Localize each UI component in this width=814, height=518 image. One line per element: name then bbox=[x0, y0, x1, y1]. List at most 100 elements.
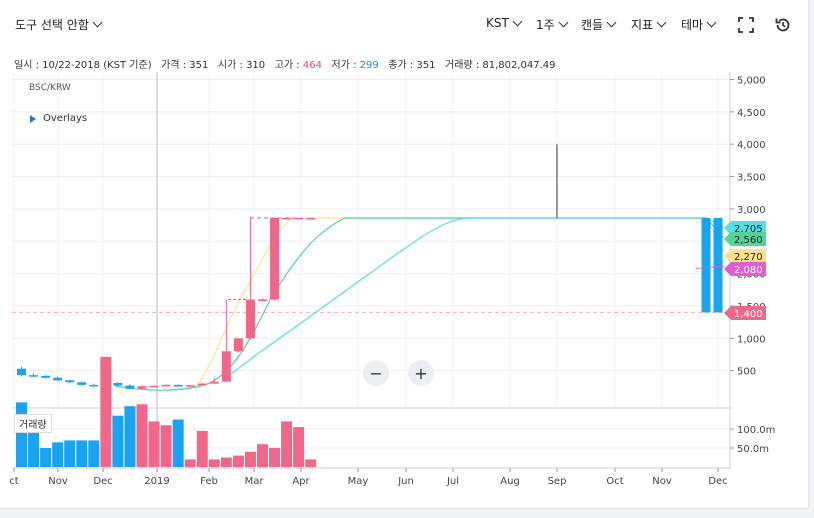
close-value: 351 bbox=[416, 60, 436, 71]
plus-icon: + bbox=[414, 363, 428, 383]
reset-history-icon[interactable] bbox=[774, 16, 792, 34]
chevron-down-icon bbox=[706, 17, 717, 28]
time-tick-label: ct bbox=[9, 476, 18, 487]
volume-bar bbox=[88, 440, 100, 467]
last-value-badge bbox=[724, 221, 766, 235]
price-label: 가격 : bbox=[161, 60, 190, 71]
last-value-badge bbox=[724, 249, 766, 263]
candle-body bbox=[282, 217, 292, 220]
volume-bar bbox=[293, 427, 305, 467]
time-tick-label: 2019 bbox=[144, 476, 169, 487]
volume-bar bbox=[160, 425, 172, 467]
candle-body bbox=[306, 217, 316, 220]
volume-bar bbox=[172, 419, 184, 467]
timezone-label: KST bbox=[486, 16, 509, 30]
toolbar: 도구 선택 안함 KST 1주 캔들 지표 테마 bbox=[0, 0, 808, 46]
time-tick-label: Jul bbox=[446, 476, 459, 487]
date-value: 10/22-2018 (KST 기준) bbox=[42, 60, 152, 71]
volume-bar bbox=[184, 459, 196, 467]
close-label: 종가 : bbox=[388, 60, 417, 71]
date-label: 일시 : bbox=[14, 60, 43, 71]
candle-body bbox=[17, 368, 26, 376]
volume-bar bbox=[305, 459, 317, 467]
price-tick-label: 3,000 bbox=[737, 205, 766, 216]
indicators-select[interactable]: 지표 bbox=[631, 16, 667, 33]
minus-icon: − bbox=[369, 363, 383, 383]
open-value: 310 bbox=[246, 60, 266, 71]
overlays-label: Overlays bbox=[43, 113, 88, 124]
candle-body bbox=[209, 381, 219, 384]
last-value-label: 2,705 bbox=[734, 224, 763, 235]
candle-body bbox=[270, 217, 280, 300]
volume-bar bbox=[52, 442, 64, 467]
candle-body bbox=[185, 385, 195, 387]
candle-body bbox=[29, 375, 39, 377]
theme-select[interactable]: 테마 bbox=[681, 16, 717, 33]
volume-bar bbox=[124, 406, 136, 467]
interval-label: 1주 bbox=[536, 18, 555, 32]
volume-bars bbox=[16, 356, 317, 467]
current-price-line bbox=[695, 265, 725, 269]
time-tick-label: May bbox=[348, 476, 369, 487]
time-tick-label: Nov bbox=[652, 476, 672, 487]
chevron-down-icon bbox=[558, 17, 569, 28]
drawing-tool-label: 도구 선택 안함 bbox=[15, 18, 89, 32]
price-tick-label: 4,000 bbox=[737, 140, 766, 151]
price-tick-label: 5,000 bbox=[737, 76, 766, 87]
volume-bar bbox=[64, 440, 76, 467]
candle-body bbox=[245, 299, 255, 339]
volume-bar bbox=[232, 455, 244, 467]
chart-style-select[interactable]: 캔들 bbox=[581, 16, 617, 33]
candle-body bbox=[197, 383, 207, 386]
candles bbox=[17, 144, 723, 390]
time-tick-label: Dec bbox=[708, 476, 727, 487]
candle-body bbox=[294, 217, 304, 220]
last-value-label: 2,080 bbox=[734, 265, 763, 276]
candle-body bbox=[125, 385, 135, 389]
candle-body bbox=[701, 217, 711, 313]
timezone-select[interactable]: KST bbox=[486, 16, 523, 30]
candle-body bbox=[89, 384, 99, 387]
volume-bar bbox=[148, 421, 160, 467]
volume-bar bbox=[40, 448, 52, 467]
candle-body bbox=[258, 299, 267, 301]
time-tick-label: Feb bbox=[200, 476, 218, 487]
last-value-label: 2,560 bbox=[734, 235, 763, 246]
interval-select[interactable]: 1주 bbox=[536, 16, 569, 33]
price-grid bbox=[12, 72, 730, 408]
candle-body bbox=[53, 377, 63, 381]
volume-bar bbox=[220, 457, 232, 467]
candle-body bbox=[233, 338, 243, 352]
volume-bar bbox=[76, 440, 88, 467]
chevron-down-icon bbox=[606, 17, 617, 28]
volume-value: 81,802,047.49 bbox=[482, 60, 556, 71]
volume-bar bbox=[136, 404, 148, 467]
candle-body bbox=[65, 380, 75, 383]
zoom-out-button[interactable]: − bbox=[363, 360, 389, 386]
volume-tick-label: 50.0m bbox=[737, 444, 769, 455]
volume-axis: 50.0m 100.0m bbox=[730, 425, 775, 455]
chevron-down-icon bbox=[656, 17, 667, 28]
candle-body bbox=[713, 217, 723, 313]
price-axis: 500 1,000 1,500 2,000 2,500 3,000 3,500 4,000 4,… bbox=[730, 76, 766, 378]
time-tick-label: Oct bbox=[606, 476, 623, 487]
ma-slow-line bbox=[230, 217, 725, 375]
price-tick-label: 3,500 bbox=[737, 173, 766, 184]
volume-grid bbox=[12, 428, 730, 449]
time-tick-label: Sep bbox=[548, 476, 567, 487]
chevron-down-icon bbox=[92, 17, 103, 28]
overlays-toggle[interactable]: Overlays bbox=[29, 113, 87, 124]
price-tick-label: 2,000 bbox=[737, 270, 766, 281]
time-tick-label: Apr bbox=[292, 476, 310, 487]
volume-bar bbox=[244, 451, 256, 467]
fullscreen-icon[interactable] bbox=[737, 16, 755, 34]
volume-bar bbox=[208, 459, 220, 467]
zoom-in-button[interactable]: + bbox=[408, 360, 434, 386]
candle-body bbox=[221, 351, 231, 382]
last-value-badge bbox=[724, 306, 766, 320]
drawing-tool-select[interactable]: 도구 선택 안함 bbox=[15, 16, 103, 33]
indicators-label: 지표 bbox=[631, 18, 654, 32]
candle-body bbox=[113, 382, 123, 386]
candle-body bbox=[41, 375, 51, 378]
